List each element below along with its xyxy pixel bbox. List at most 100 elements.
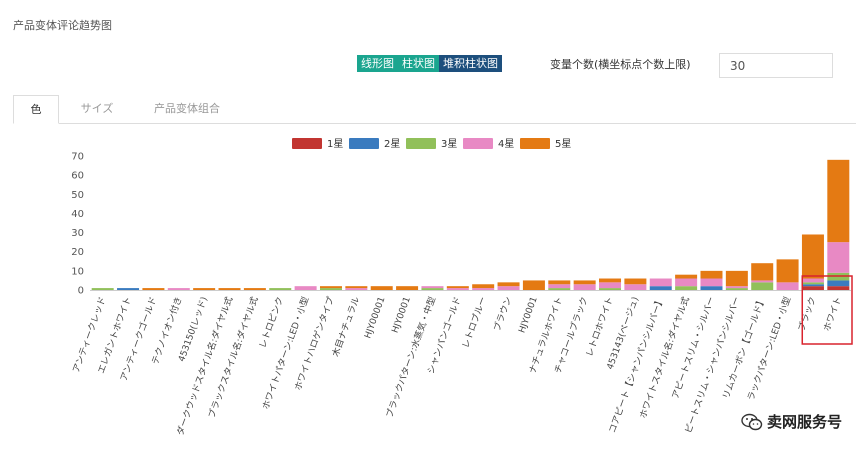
bar-segment-4星 <box>599 282 622 289</box>
bar-segment-4星 <box>497 286 520 290</box>
legend-label: 3星 <box>441 138 457 150</box>
x-tick-label: ブラック <box>795 295 819 333</box>
bar-segment-2星 <box>801 284 824 287</box>
bar-segment-5星 <box>193 288 216 290</box>
legend-label: 1星 <box>327 138 343 150</box>
tab-color[interactable]: 色 <box>13 95 59 124</box>
line-chart-button[interactable]: 线形图 <box>357 55 398 72</box>
bar-segment-5星 <box>497 282 520 287</box>
legend-label: 2星 <box>384 138 400 150</box>
bar-segment-4星 <box>167 288 190 290</box>
x-tick-label: レトロホワイト <box>584 295 616 358</box>
bar-segment-4星 <box>421 286 444 289</box>
bar-segment-4星 <box>548 284 571 289</box>
bar-segment-5星 <box>142 288 165 290</box>
bar-segment-4星 <box>294 286 317 290</box>
legend-label: 5星 <box>555 138 571 150</box>
legend-swatch-1星 <box>292 138 322 149</box>
stacked-bar-chart-button[interactable]: 堆积柱状图 <box>439 55 502 72</box>
y-tick-label: 70 <box>71 152 84 163</box>
bar-segment-5星 <box>319 286 342 289</box>
legend-swatch-4星 <box>463 138 493 149</box>
bar-segment-2星 <box>827 280 850 287</box>
bar-segment-5星 <box>675 274 698 279</box>
x-tick-label: ホワイトパターン:LED・小型 <box>260 295 311 411</box>
bar-segment-4星 <box>649 278 672 287</box>
stacked-bar-chart: 1星 2星 3星 4星 5星010203040506070アンティークレッドエレガントホ… <box>71 138 853 437</box>
bar-segment-5星 <box>548 280 571 285</box>
bar-segment-5星 <box>370 286 393 290</box>
bar-segment-4星 <box>827 242 850 273</box>
y-tick-label: 40 <box>71 209 84 220</box>
bar-segment-3星 <box>599 288 622 290</box>
x-tick-label: HJY0001 <box>517 296 539 335</box>
bar-segment-4星 <box>725 286 748 289</box>
bar-segment-1星 <box>801 286 824 290</box>
bar-chart-button[interactable]: 柱状图 <box>398 55 439 72</box>
bar-segment-5星 <box>700 270 723 279</box>
bar-segment-3星 <box>548 288 571 290</box>
bar-segment-2星 <box>649 286 672 290</box>
x-tick-label: HJY00001 <box>363 296 387 340</box>
bar-segment-4星 <box>675 278 698 287</box>
bar-segment-4星 <box>573 284 596 290</box>
page-title: 产品变体评论趋势图 <box>13 19 112 32</box>
bar-segment-5星 <box>345 286 368 289</box>
legend-swatch-5星 <box>520 138 550 149</box>
bar-segment-4星 <box>446 288 469 290</box>
bar-segment-5星 <box>599 278 622 283</box>
bar-segment-3星 <box>751 282 774 290</box>
watermark: 卖网服务号 <box>741 411 842 432</box>
bar-segment-5星 <box>522 280 545 290</box>
bar-segment-4星 <box>801 278 824 283</box>
x-tick-label: HJY0001 <box>391 296 413 335</box>
x-tick-label: ブラックパターン:水蒸気・中型 <box>383 295 438 420</box>
bar-segment-4星 <box>624 284 647 290</box>
legend-label: 4星 <box>498 138 514 150</box>
bar-segment-2星 <box>700 286 723 290</box>
bar-segment-3星 <box>269 288 292 290</box>
bar-segment-4星 <box>776 282 799 290</box>
bar-segment-5星 <box>218 288 241 290</box>
y-tick-label: 60 <box>71 171 84 182</box>
tab-size[interactable]: サイズ <box>80 102 114 115</box>
bar-segment-4星 <box>472 288 495 290</box>
bar-segment-1星 <box>827 286 850 290</box>
y-tick-label: 10 <box>71 266 84 277</box>
y-tick-label: 20 <box>71 247 84 258</box>
tab-variant-combo[interactable]: 产品变体组合 <box>154 102 220 115</box>
legend-swatch-2星 <box>349 138 379 149</box>
bar-segment-5星 <box>573 280 596 285</box>
bar-segment-5星 <box>446 286 469 289</box>
bar-segment-5星 <box>801 234 824 279</box>
y-tick-label: 50 <box>71 190 84 201</box>
x-tick-label: レトロピンク <box>257 295 286 350</box>
highlight-box <box>801 275 853 345</box>
chart-type-toggle: 线形图 柱状图 堆积柱状图 <box>357 55 502 72</box>
bar-segment-3星 <box>725 288 748 290</box>
x-tick-label: ホワイト <box>821 295 844 333</box>
bar-segment-3星 <box>319 288 342 290</box>
y-tick-label: 30 <box>71 228 84 239</box>
watermark-text: 卖网服务号 <box>766 413 842 431</box>
bar-segment-5星 <box>776 259 799 283</box>
bar-segment-5星 <box>472 284 495 289</box>
bar-segment-3星 <box>91 288 114 290</box>
variable-count-label: 变量个数(横坐标点个数上限) <box>550 58 691 71</box>
bar-segment-5星 <box>243 288 266 290</box>
wechat-icon <box>741 413 763 430</box>
x-tick-label: レトロブルー <box>459 295 489 350</box>
bar-segment-4星 <box>700 278 723 287</box>
variant-tabs: 色 サイズ 产品变体组合 <box>13 95 856 124</box>
variable-count-input[interactable] <box>719 53 833 78</box>
bar-segment-5星 <box>396 286 419 290</box>
y-tick-label: 0 <box>78 286 84 297</box>
bar-segment-5星 <box>827 159 850 243</box>
bar-segment-4星 <box>345 288 368 290</box>
bar-segment-3星 <box>675 286 698 290</box>
bar-segment-3星 <box>801 282 824 285</box>
bar-segment-5星 <box>751 263 774 281</box>
bar-segment-3星 <box>421 288 444 290</box>
x-tick-label: ブラウン <box>491 295 515 333</box>
legend-swatch-3星 <box>406 138 436 149</box>
